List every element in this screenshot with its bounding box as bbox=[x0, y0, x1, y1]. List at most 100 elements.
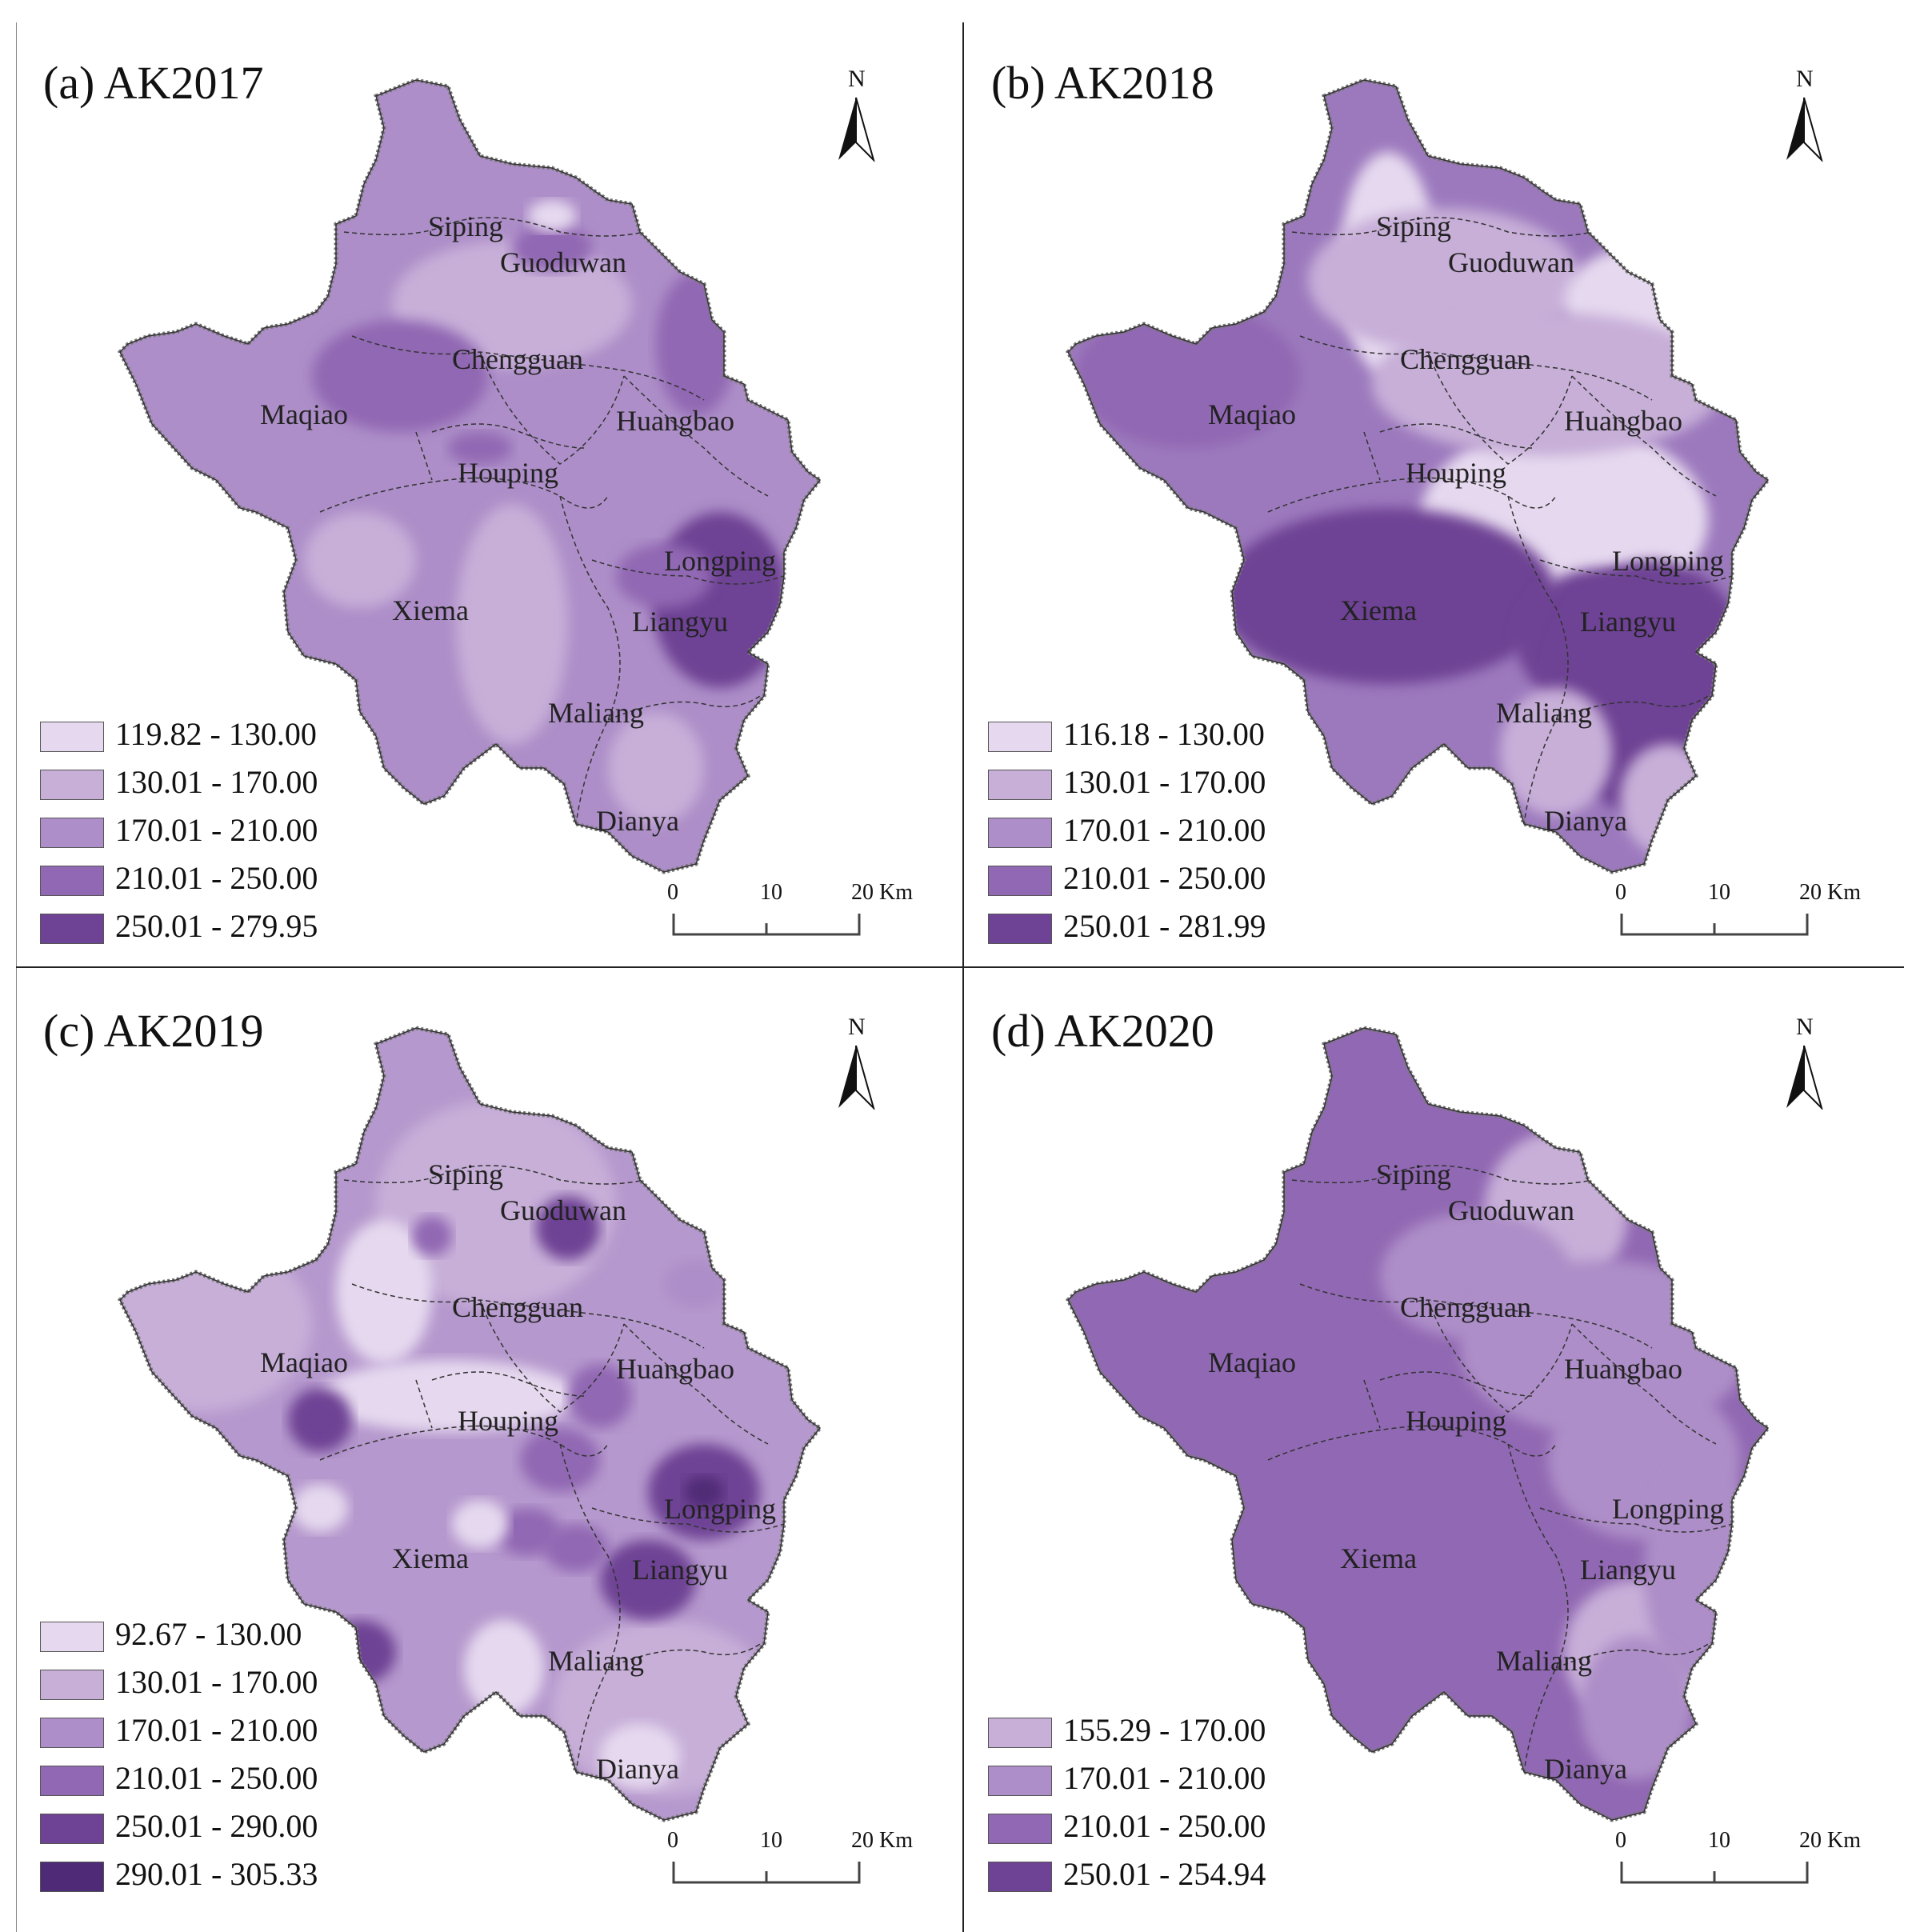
value-zone bbox=[1500, 688, 1612, 816]
town-boundary bbox=[351, 1283, 705, 1349]
county-boundary bbox=[119, 79, 822, 873]
panel-title: (d) AK2020 bbox=[991, 1005, 1214, 1057]
legend-label: 170.01 - 210.00 bbox=[115, 812, 318, 848]
town-boundary bbox=[319, 477, 609, 513]
town-boundary bbox=[1267, 1425, 1557, 1461]
legend-item: 130.01 - 170.00 bbox=[40, 1660, 440, 1708]
place-label-chengguan: Chengguan bbox=[1400, 1291, 1531, 1323]
map-svg-d bbox=[1065, 1026, 1771, 1822]
town-boundary bbox=[1555, 1643, 1709, 1669]
place-label-guoduwan: Guoduwan bbox=[1448, 246, 1574, 278]
north-arrow-icon bbox=[838, 97, 875, 162]
place-label-houping: Houping bbox=[1406, 1405, 1506, 1437]
legend-item: 250.01 - 281.99 bbox=[988, 904, 1388, 952]
scale-tick-label: 20 Km bbox=[851, 880, 913, 905]
place-label-longping: Longping bbox=[1612, 545, 1724, 577]
town-boundary bbox=[623, 375, 769, 497]
town-boundary bbox=[479, 1299, 625, 1413]
legend-swatch bbox=[988, 1862, 1052, 1892]
place-label-houping: Houping bbox=[458, 457, 558, 489]
legend-item: 250.01 - 290.00 bbox=[40, 1804, 440, 1852]
legend-label: 210.01 - 250.00 bbox=[115, 860, 318, 896]
north-label: N bbox=[848, 66, 866, 92]
place-label-huangbao: Huangbao bbox=[616, 1353, 734, 1385]
place-label-maqiao: Maqiao bbox=[260, 398, 348, 430]
place-label-dianya: Dianya bbox=[596, 805, 679, 837]
scale-bar-line bbox=[672, 914, 861, 936]
place-label-liangyu: Liangyu bbox=[632, 1554, 728, 1586]
scale-bar-line bbox=[1620, 1862, 1809, 1884]
panel-divider-horizontal bbox=[16, 966, 1904, 968]
place-label-chengguan: Chengguan bbox=[1400, 343, 1531, 375]
legend-swatch bbox=[40, 1622, 104, 1652]
town-boundary bbox=[607, 1643, 761, 1669]
legend-swatch bbox=[40, 818, 104, 848]
legend-item: 170.01 - 210.00 bbox=[40, 808, 440, 856]
legend-label: 116.18 - 130.00 bbox=[1063, 716, 1265, 752]
place-label-maliang: Maliang bbox=[1496, 697, 1592, 729]
place-label-liangyu: Liangyu bbox=[1580, 1554, 1676, 1586]
scale-bar: 0 10 20 Km bbox=[667, 1828, 960, 1892]
scale-tick-label: 20 Km bbox=[851, 1828, 913, 1853]
town-boundary bbox=[431, 1371, 585, 1397]
town-boundary bbox=[1291, 217, 1593, 237]
town-boundary bbox=[415, 431, 433, 481]
value-zone bbox=[1076, 304, 1300, 448]
legend-label: 250.01 - 279.95 bbox=[115, 908, 318, 944]
place-label-dianya: Dianya bbox=[1544, 805, 1627, 837]
town-boundary bbox=[623, 1323, 769, 1445]
legend-swatch bbox=[40, 914, 104, 944]
town-boundary bbox=[591, 1507, 785, 1533]
figure-left-frame bbox=[16, 22, 17, 1932]
map-panel-c: (c) AK2019 N Siping Guoduwan Chengguan Maqiao… bbox=[0, 948, 960, 1908]
value-zone bbox=[120, 1236, 312, 1412]
legend-swatch bbox=[40, 1670, 104, 1700]
value-zones bbox=[120, 1100, 776, 1796]
legend-swatch bbox=[40, 770, 104, 800]
legend-swatch bbox=[40, 866, 104, 896]
scale-tick-label: 10 bbox=[760, 880, 782, 905]
place-label-xiema: Xiema bbox=[392, 1542, 469, 1574]
town-boundary bbox=[415, 1379, 433, 1429]
value-zone bbox=[568, 1364, 632, 1428]
legend-label: 210.01 - 250.00 bbox=[1063, 1808, 1266, 1844]
value-zone bbox=[1372, 312, 1724, 456]
value-zone bbox=[536, 1196, 600, 1260]
value-zone bbox=[320, 1360, 576, 1432]
town-boundary bbox=[1267, 477, 1557, 513]
map-panel-a: (a) AK2017 N Siping Guoduwan Chengguan Maqiao… bbox=[0, 0, 960, 960]
town-boundary bbox=[1379, 423, 1533, 449]
scale-bar-line bbox=[672, 1862, 861, 1884]
legend-item: 250.01 - 254.94 bbox=[988, 1852, 1388, 1900]
place-label-maqiao: Maqiao bbox=[260, 1346, 348, 1378]
town-boundary bbox=[319, 1425, 609, 1461]
county-boundary bbox=[119, 1027, 822, 1821]
scale-tick-label: 20 Km bbox=[1799, 880, 1861, 905]
legend-swatch bbox=[988, 818, 1052, 848]
region-fill bbox=[120, 80, 820, 872]
map-svg-b bbox=[1065, 78, 1771, 874]
value-zone bbox=[292, 1484, 348, 1532]
legend-swatch bbox=[40, 1718, 104, 1748]
town-boundary bbox=[1539, 559, 1733, 585]
legend-item: 155.29 - 170.00 bbox=[988, 1708, 1388, 1756]
town-boundary bbox=[1571, 375, 1717, 497]
legend-item: 210.01 - 250.00 bbox=[988, 1804, 1388, 1852]
place-label-houping: Houping bbox=[1406, 457, 1506, 489]
place-label-guoduwan: Guoduwan bbox=[500, 1194, 626, 1226]
place-label-maliang: Maliang bbox=[1496, 1645, 1592, 1677]
town-boundary bbox=[1427, 351, 1573, 465]
north-arrow-icon bbox=[1786, 97, 1823, 162]
legend-swatch bbox=[988, 1766, 1052, 1796]
legend-item: 170.01 - 210.00 bbox=[988, 1756, 1388, 1804]
place-label-xiema: Xiema bbox=[392, 594, 469, 626]
legend-item: 116.18 - 130.00 bbox=[988, 712, 1388, 760]
scale-tick-label: 10 bbox=[1708, 1828, 1730, 1853]
legend-label: 250.01 - 254.94 bbox=[1063, 1856, 1266, 1892]
value-zone bbox=[664, 1260, 728, 1308]
value-zone bbox=[288, 1388, 352, 1452]
value-zone bbox=[512, 224, 592, 272]
town-boundary bbox=[1291, 1165, 1593, 1185]
north-label: N bbox=[848, 1014, 866, 1040]
value-zone bbox=[684, 1476, 724, 1508]
